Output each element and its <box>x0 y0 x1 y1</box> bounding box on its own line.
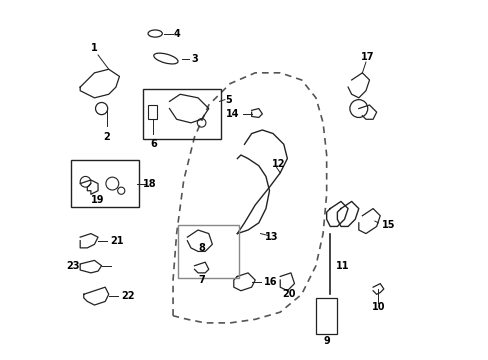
Text: 21: 21 <box>110 236 124 246</box>
Text: 11: 11 <box>335 261 348 271</box>
Bar <box>148 105 157 119</box>
Text: 17: 17 <box>360 52 374 62</box>
Text: 5: 5 <box>224 95 231 105</box>
Text: 4: 4 <box>173 28 180 39</box>
Text: 16: 16 <box>264 277 277 287</box>
Text: 13: 13 <box>264 232 278 242</box>
Text: 23: 23 <box>66 261 80 271</box>
Text: 9: 9 <box>323 336 329 346</box>
Text: 2: 2 <box>103 132 110 142</box>
Text: 14: 14 <box>225 109 239 119</box>
Text: 12: 12 <box>271 159 285 169</box>
Text: 3: 3 <box>191 54 198 64</box>
Text: 20: 20 <box>282 289 295 299</box>
Text: 8: 8 <box>198 243 204 253</box>
Text: 6: 6 <box>150 139 157 149</box>
Text: 19: 19 <box>91 195 104 204</box>
Text: 22: 22 <box>121 291 135 301</box>
Text: 10: 10 <box>371 302 385 312</box>
Bar <box>315 298 337 334</box>
Text: 1: 1 <box>91 43 98 53</box>
Text: 18: 18 <box>142 179 156 189</box>
Text: 15: 15 <box>381 220 395 230</box>
Text: 7: 7 <box>198 275 204 285</box>
